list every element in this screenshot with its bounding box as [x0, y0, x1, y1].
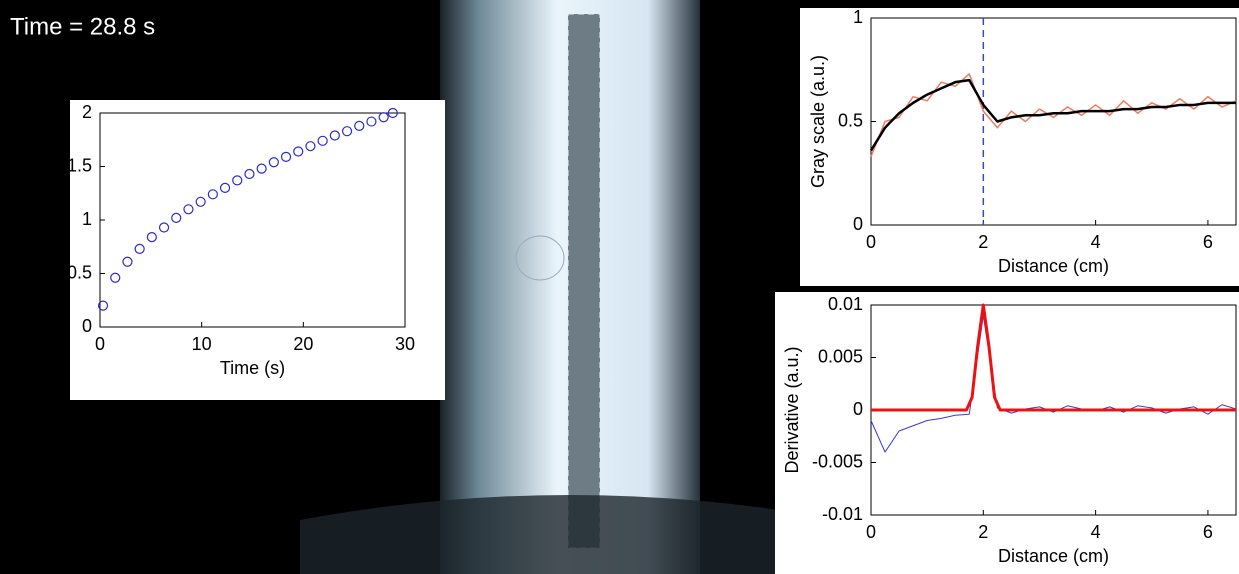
- time-caption: Time = 28.8 s: [10, 13, 155, 40]
- y-tick-label: 0.5: [67, 262, 92, 282]
- y-tick-label: 1.5: [67, 155, 92, 175]
- plot-area: [100, 113, 405, 327]
- x-axis-label: Distance (cm): [998, 256, 1109, 276]
- y-tick-label: -0.01: [822, 504, 863, 524]
- x-tick-label: 30: [395, 334, 415, 354]
- y-tick-label: 0.5: [838, 110, 863, 130]
- y-axis-label: Gray scale (a.u.): [808, 55, 828, 188]
- y-tick-label: 0.01: [828, 294, 863, 314]
- x-tick-label: 0: [95, 334, 105, 354]
- x-tick-label: 0: [866, 522, 876, 542]
- y-tick-label: -0.005: [812, 451, 863, 471]
- x-tick-label: 2: [978, 522, 988, 542]
- plot-area: [871, 18, 1236, 225]
- x-tick-label: 6: [1203, 522, 1213, 542]
- page: Time = 28.8 s 010203000.511.52Time (s)Di…: [0, 0, 1239, 574]
- x-axis-label: Time (s): [220, 358, 285, 378]
- y-tick-label: 0: [853, 399, 863, 419]
- sample-strip: [568, 14, 600, 548]
- y-tick-label: 0: [82, 316, 92, 336]
- scene: Time = 28.8 s 010203000.511.52Time (s)Di…: [0, 0, 1239, 574]
- x-tick-label: 2: [978, 232, 988, 252]
- y-tick-label: 1: [82, 209, 92, 229]
- x-tick-label: 4: [1091, 232, 1101, 252]
- x-tick-label: 6: [1203, 232, 1213, 252]
- y-tick-label: 0.005: [818, 346, 863, 366]
- y-tick-label: 2: [82, 102, 92, 122]
- x-axis-label: Distance (cm): [998, 546, 1109, 566]
- y-tick-label: 1: [853, 7, 863, 27]
- y-axis-label: Derivative (a.u.): [782, 346, 802, 473]
- x-tick-label: 4: [1091, 522, 1101, 542]
- y-axis-label: Distance (cm): [37, 164, 57, 275]
- y-tick-label: 0: [853, 214, 863, 234]
- x-tick-label: 10: [192, 334, 212, 354]
- x-tick-label: 20: [293, 334, 313, 354]
- x-tick-label: 0: [866, 232, 876, 252]
